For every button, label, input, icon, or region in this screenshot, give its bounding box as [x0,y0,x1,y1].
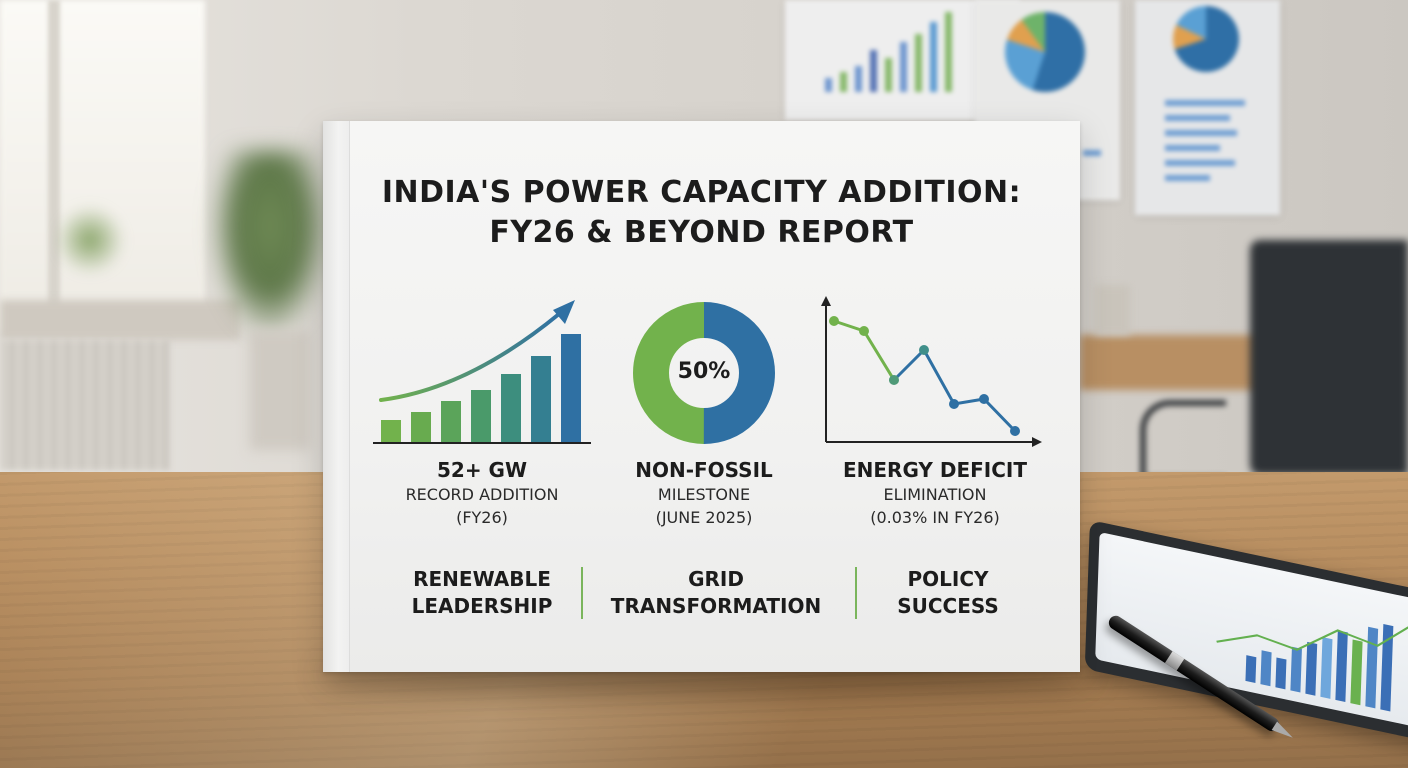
stat-line1-non-fossil: MILESTONE [657,485,751,504]
report-card: INDIA'S POWER CAPACITY ADDITION: FY26 & … [323,121,1080,672]
pillar-policy-success: POLICY SUCCESS [828,566,1068,620]
stat-line1-capacity: RECORD ADDITION [405,485,559,504]
pillar-line1: POLICY [907,567,989,591]
point-6 [979,394,989,404]
chair-armrest [1140,400,1226,482]
bar-3 [441,401,461,442]
bar-5 [501,374,521,442]
card-spine [323,121,350,672]
point-3 [889,375,899,385]
pillar-renewable-leadership: RENEWABLE LEADERSHIP [362,566,602,620]
small-plant [55,205,125,275]
bar-6 [531,356,551,442]
potted-plant [210,150,330,340]
arrow-head [553,300,575,324]
donut-center-label: 50% [677,359,731,384]
pillar-grid-transformation: GRID TRANSFORMATION [596,566,836,620]
pillar-line2: TRANSFORMATION [610,594,822,618]
stat-line1-deficit: ELIMINATION [883,485,987,504]
stat-headline-non-fossil: NON-FOSSIL [635,458,773,482]
bar-1 [381,420,401,442]
pillar-line1: RENEWABLE [413,567,551,591]
stat-line2-capacity: (FY26) [456,508,508,527]
point-7 [1010,426,1020,436]
window-sill [0,300,240,340]
stat-headline-capacity: 52+ GW [436,458,528,482]
stat-headline-deficit: ENERGY DEFICIT [842,458,1027,482]
pillar-line1: GRID [688,567,744,591]
radiator [0,340,170,470]
background-desk [1080,335,1270,390]
x-axis-arrow [1032,437,1042,447]
pillar-line2: SUCCESS [897,594,999,618]
donut-chart-icon: 50% [632,301,776,449]
point-4 [919,345,929,355]
rising-bar-chart-icon [373,296,595,450]
stat-line2-non-fossil: (JUNE 2025) [655,508,753,527]
bar-2 [411,412,431,442]
point-1 [829,316,839,326]
pillar-divider [581,567,583,619]
y-axis-arrow [821,296,831,306]
plant-pot [250,330,310,450]
line-blue [892,347,1017,433]
report-title-line1: INDIA'S POWER CAPACITY ADDITION: [381,175,1022,210]
point-2 [859,326,869,336]
wall-poster-report [1135,0,1280,215]
bar-7 [561,334,581,442]
pillar-divider [855,567,857,619]
tablet-icon [1084,520,1408,745]
stat-line2-deficit: (0.03% IN FY26) [870,508,1000,527]
office-chair [1250,240,1408,475]
trend-arrow [379,312,561,402]
pillar-line2: LEADERSHIP [411,594,553,618]
point-5 [949,399,959,409]
bar-4 [471,390,491,442]
tablet-line-chart [1216,626,1408,651]
tablet-screen [1095,532,1408,731]
declining-line-chart-icon [818,296,1048,455]
window [0,0,205,330]
pen-cup [1095,285,1130,335]
donut-segment-fossil [633,302,775,444]
report-title-line2: FY26 & BEYOND REPORT [489,215,914,250]
